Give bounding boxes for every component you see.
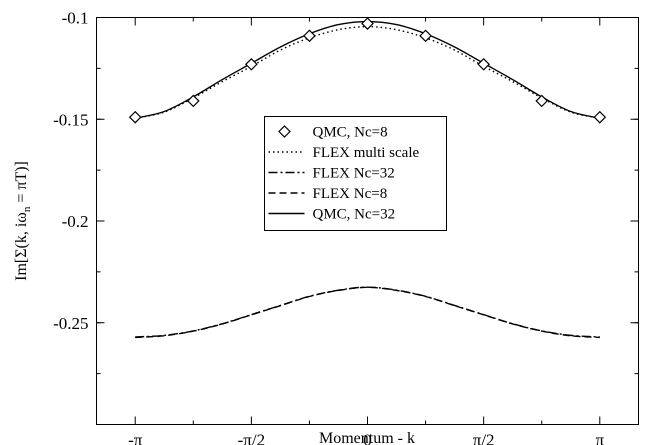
x-axis-label: Momentum - k	[319, 430, 415, 445]
x-tick-label: -π/2	[238, 431, 265, 445]
legend-label: QMC, Nc=32	[313, 207, 396, 223]
y-axis-label: Im[Σ(k, iωn = πT)]	[13, 161, 33, 281]
y-tick-label: -0.15	[53, 110, 88, 129]
y-tick-label: -0.1	[62, 9, 89, 28]
x-tick-label: π/2	[473, 431, 495, 445]
legend: QMC, Nc=8 FLEX multi scale FLEX Nc=32 FLEX …	[265, 117, 447, 231]
series-line-dashed	[135, 287, 600, 337]
data-point-diamond	[362, 18, 373, 29]
legend-label: FLEX multi scale	[313, 145, 420, 161]
y-axis-label-tail: = πT)]	[13, 161, 30, 207]
y-tick-label: -0.25	[53, 314, 88, 333]
legend-label: QMC, Nc=8	[313, 125, 388, 141]
data-point-diamond	[188, 95, 199, 106]
data-point-diamond	[594, 112, 605, 123]
y-axis-label-main: Im[Σ(k, iω	[13, 212, 30, 281]
series-line-solid	[135, 22, 600, 119]
y-tick-label: -0.2	[62, 212, 89, 231]
x-tick-label: π	[595, 431, 604, 445]
data-point-diamond	[130, 112, 141, 123]
series-line-dashdot	[135, 287, 600, 337]
x-tick-label: -π	[128, 431, 143, 445]
legend-label: FLEX Nc=32	[313, 166, 395, 182]
legend-label: FLEX Nc=8	[313, 186, 388, 202]
x-axis-ticks: -π -π/2 0 π/2 π	[128, 18, 604, 445]
series-line-dotted	[135, 27, 600, 119]
data-point-diamond	[536, 95, 547, 106]
